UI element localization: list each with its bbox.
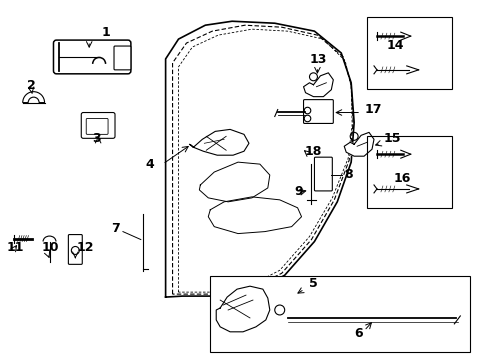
FancyBboxPatch shape: [366, 136, 451, 208]
FancyBboxPatch shape: [366, 17, 451, 89]
Text: 3: 3: [92, 132, 100, 145]
Text: 5: 5: [309, 277, 318, 290]
Text: 6: 6: [353, 327, 362, 340]
FancyBboxPatch shape: [68, 235, 82, 264]
FancyBboxPatch shape: [81, 113, 115, 138]
Text: 14: 14: [386, 39, 404, 52]
Polygon shape: [344, 132, 373, 156]
Text: 9: 9: [294, 185, 303, 198]
Text: 8: 8: [344, 168, 352, 181]
Text: 17: 17: [364, 103, 381, 116]
FancyBboxPatch shape: [210, 276, 469, 352]
Polygon shape: [303, 73, 333, 96]
FancyBboxPatch shape: [303, 100, 333, 123]
Text: 10: 10: [41, 242, 59, 255]
Text: 15: 15: [383, 132, 401, 145]
FancyBboxPatch shape: [53, 40, 131, 74]
Polygon shape: [189, 129, 248, 155]
FancyBboxPatch shape: [314, 157, 332, 191]
Text: 1: 1: [102, 26, 110, 39]
Text: 7: 7: [111, 222, 120, 235]
Text: 18: 18: [304, 145, 321, 158]
Wedge shape: [22, 92, 44, 103]
FancyBboxPatch shape: [86, 118, 108, 134]
Text: 11: 11: [7, 242, 24, 255]
Text: 2: 2: [27, 79, 35, 92]
FancyBboxPatch shape: [114, 46, 131, 70]
Text: 13: 13: [309, 53, 326, 66]
Text: 16: 16: [393, 172, 410, 185]
Text: 4: 4: [145, 158, 154, 171]
Polygon shape: [216, 286, 269, 332]
Text: 12: 12: [76, 242, 94, 255]
